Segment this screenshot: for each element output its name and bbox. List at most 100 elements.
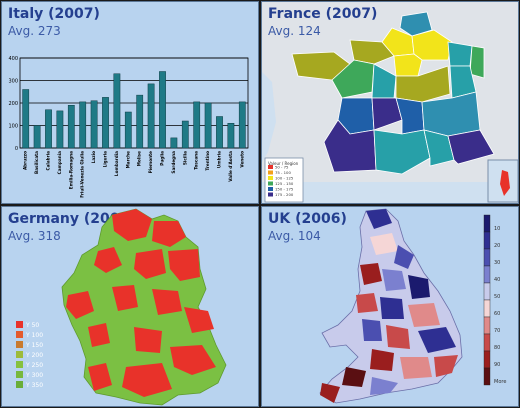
germany-legend-label: Y 350: [25, 382, 43, 389]
uk-scale-label: 90: [494, 362, 500, 368]
germany-legend-swatch: [16, 321, 23, 328]
france-legend-swatch: [268, 165, 273, 169]
germany-district-baden: [88, 363, 112, 391]
uk-district-lancashire: [360, 263, 382, 285]
italy-bar: [45, 109, 52, 149]
germany-legend-label: Y 100: [25, 332, 43, 339]
germany-high-districts: [66, 209, 216, 397]
italy-bar: [159, 71, 166, 149]
italy-bar: [147, 83, 155, 149]
uk-scale-label: 80: [494, 345, 500, 351]
germany-legend-swatch: [16, 381, 23, 388]
france-legend-label: 150 - 175: [275, 187, 294, 192]
italy-x-tick: Piemonte: [148, 151, 153, 174]
uk-scale-swatch: [483, 248, 491, 267]
germany-district-hessen-north: [112, 285, 138, 311]
germany-legend-swatch: [16, 371, 23, 378]
germany-panel: Germany (2007) Avg. 318 Y 50 Y 100 Y 150 Y …: [1, 206, 259, 407]
germany-district-weser: [94, 247, 122, 273]
france-legend-label: 175 - 200: [275, 192, 294, 197]
france-legend-swatch: [268, 176, 273, 180]
uk-scale-swatch: [483, 316, 491, 335]
uk-district-hull: [408, 275, 430, 299]
italy-x-tick: Lombardia: [114, 151, 119, 176]
italy-y-tick: 300: [8, 79, 18, 85]
italy-bar: [33, 125, 41, 149]
italy-x-tick: Umbria: [217, 151, 222, 168]
uk-scale-swatch: [483, 231, 491, 250]
germany-district-sachsen: [184, 307, 214, 333]
uk-district-leeds: [382, 269, 406, 291]
france-panel: Valeur / Region 50 - 75 75 - 100 100 - 125…: [261, 1, 519, 204]
germany-district-berlin: [168, 249, 200, 281]
germany-legend-label: Y 200: [25, 352, 43, 359]
uk-districts: [320, 209, 458, 403]
uk-district-hampshire: [370, 377, 398, 395]
italy-x-tick: Marche: [125, 151, 130, 169]
uk-scale-label: 40: [494, 277, 500, 283]
italy-bar: [204, 102, 212, 149]
italy-x-tick: Liguria: [103, 151, 108, 168]
italy-x-tick: Puglia: [160, 151, 165, 166]
uk-scale-swatch: [483, 333, 491, 352]
italy-bar: [238, 101, 246, 149]
italy-bar: [124, 111, 132, 149]
uk-scale-swatch: [483, 282, 491, 301]
italy-average: Avg. 273: [8, 24, 61, 38]
italy-bar: [22, 89, 30, 149]
uk-district-north: [366, 209, 392, 229]
italy-bar: [79, 101, 87, 149]
france-region-paca: [447, 129, 495, 165]
italy-bar: [193, 101, 201, 149]
uk-district-cumbria: [370, 233, 398, 255]
uk-district-cheshire: [356, 293, 378, 313]
italy-bar: [102, 97, 109, 149]
france-region-languedoc: [423, 129, 455, 167]
uk-scale-label: 70: [494, 328, 500, 334]
corsica-region: [500, 170, 510, 196]
italy-bar: [227, 123, 235, 149]
uk-scale-label: More: [494, 379, 506, 385]
uk-scale-label: 50: [494, 294, 500, 300]
italy-bar: [90, 100, 98, 149]
france-legend-swatch: [268, 170, 273, 175]
italy-bar: [170, 137, 178, 149]
italy-x-tick: Basilicata: [34, 151, 39, 174]
uk-scale-label: 10: [494, 226, 500, 232]
uk-scale-swatch: [483, 299, 491, 318]
italy-x-tick: Toscana: [194, 151, 199, 170]
uk-scale-swatch: [483, 350, 491, 369]
france-title: France (2007): [268, 6, 378, 22]
italy-x-tick: Valle d'Aosta: [228, 151, 233, 182]
france-average: Avg. 124: [268, 24, 321, 38]
italy-bar: [136, 94, 144, 149]
france-region-ile-de-france: [393, 53, 423, 77]
italy-bar: [56, 110, 64, 149]
italy-bar: [67, 105, 75, 149]
italy-bar: [181, 120, 189, 149]
uk-district-shropshire: [362, 319, 382, 341]
germany-district-thueringen: [152, 289, 182, 315]
uk-scale-label: 60: [494, 311, 500, 317]
uk-district-cornwall: [320, 383, 340, 403]
france-region-alsace: [469, 45, 485, 79]
uk-color-scale: 10 20 30 40 50 60 70 80 90 More: [483, 214, 506, 386]
uk-district-devon: [342, 367, 366, 387]
germany-legend-swatch: [16, 341, 23, 348]
germany-average: Avg. 318: [8, 229, 61, 243]
uk-district-kent: [434, 355, 458, 377]
france-legend-label: 75 - 100: [275, 170, 291, 175]
italy-bar-chart: 0 100 200 300 400 Abruzzo Basilicata Calabria Ca…: [8, 56, 249, 198]
germany-legend-label: Y 50: [25, 322, 39, 329]
germany-map: Y 50 Y 100 Y 150 Y 200 Y 250 Y 300 Y 350: [16, 208, 227, 406]
italy-bar: [216, 116, 223, 149]
italy-x-tick: Friuli-Venezia Giulia: [80, 151, 85, 198]
italy-x-tick: Sardegna: [171, 151, 176, 174]
germany-district-north: [112, 209, 152, 241]
germany-legend-label: Y 150: [25, 342, 43, 349]
france-legend-swatch: [268, 181, 273, 186]
italy-x-tick: Emilia-Romagna: [68, 151, 73, 189]
uk-scale-swatch: [483, 367, 491, 386]
